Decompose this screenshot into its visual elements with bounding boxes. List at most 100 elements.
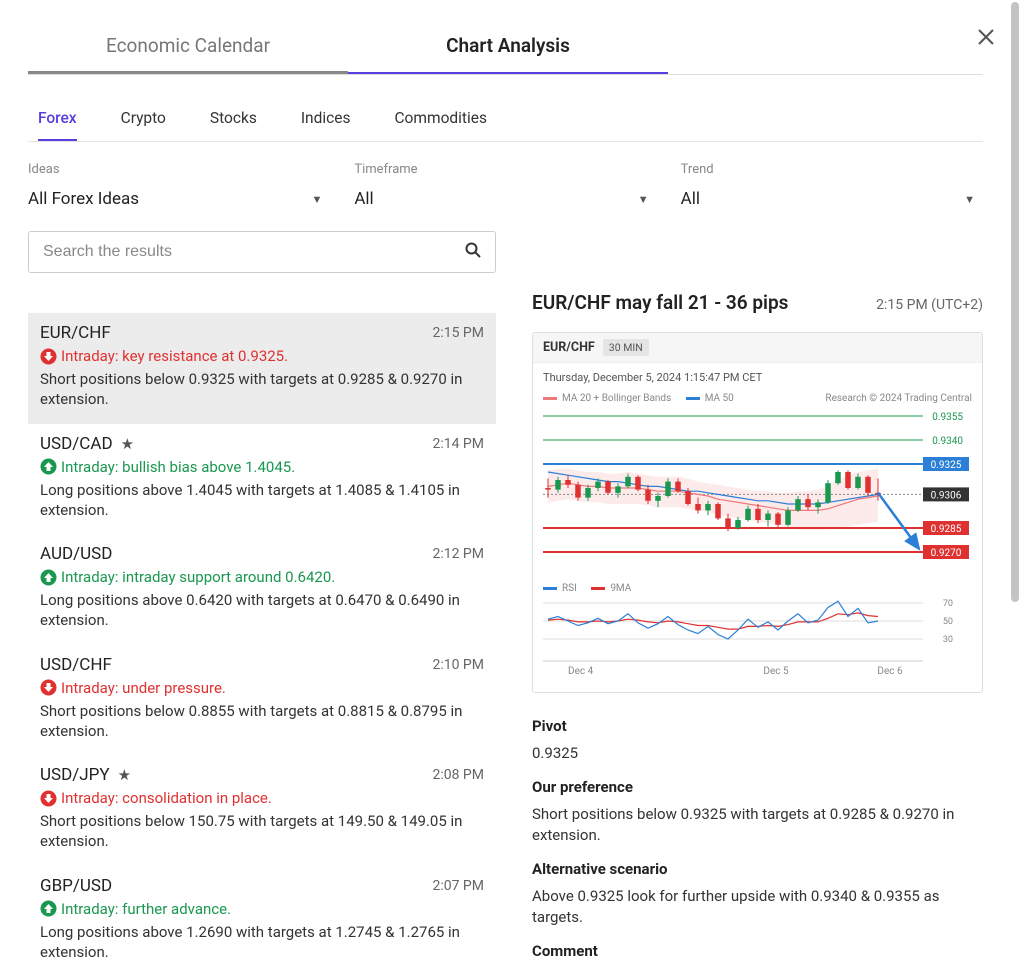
asset-tab-stocks[interactable]: Stocks [210,103,257,141]
legend-rsi: RSI [543,583,577,594]
filter-timeframe-label: Timeframe [354,162,656,177]
chart-datetime: Thursday, December 5, 2024 1:15:47 PM CE… [533,363,982,384]
idea-pair: EUR/CHF [40,323,111,343]
idea-time: 2:12 PM [432,546,484,562]
search-icon[interactable] [465,242,481,262]
legend-ma20: MA 20 + Bollinger Bands [543,393,671,404]
svg-text:70: 70 [943,599,953,609]
chart-research-credit: Research © 2024 Trading Central [825,393,972,404]
chart-timeframe-badge: 30 MIN [603,339,649,356]
asset-tab-forex[interactable]: Forex [38,103,77,141]
chart-svg: 0.9355 0.9340 0.9325 0.9306 0.9285 0.9270 [533,404,982,580]
filter-trend-select[interactable]: All ▼ [681,185,983,213]
filter-ideas-value: All Forex Ideas [28,189,139,209]
idea-item[interactable]: USD/CAD ★ 2:14 PM Intraday: bullish bias… [28,424,496,535]
svg-text:50: 50 [943,617,953,627]
idea-item[interactable]: EUR/CHF 2:15 PM Intraday: key resistance… [28,313,496,424]
star-icon[interactable]: ★ [118,766,131,784]
comment-heading: Comment [532,942,983,960]
detail-column: EUR/CHF may fall 21 - 36 pips 2:15 PM (U… [532,231,983,976]
idea-signal: Intraday: further advance. [40,900,484,918]
comment-section: Comment [532,942,983,960]
search-box[interactable] [28,231,496,273]
search-input[interactable] [43,243,465,261]
preference-heading: Our preference [532,778,983,796]
filter-timeframe-select[interactable]: All ▼ [354,185,656,213]
alternative-section: Alternative scenario Above 0.9325 look f… [532,860,983,928]
idea-item[interactable]: AUD/USD 2:12 PM Intraday: intraday suppo… [28,534,496,645]
svg-text:0.9306: 0.9306 [931,490,962,501]
idea-time: 2:08 PM [432,767,484,783]
idea-list: EUR/CHF 2:15 PM Intraday: key resistance… [28,313,496,976]
idea-pair: USD/CAD ★ [40,434,134,454]
arrow-down-icon [40,790,57,807]
svg-text:Dec 6: Dec 6 [877,666,903,677]
idea-pair: USD/CHF [40,655,112,675]
idea-signal: Intraday: under pressure. [40,679,484,697]
tab-chart-analysis[interactable]: Chart Analysis [348,24,668,74]
legend-nma: 9MA [591,583,631,594]
preference-section: Our preference Short positions below 0.9… [532,778,983,846]
arrow-up-icon [40,569,57,586]
filter-trend-value: All [681,189,700,209]
ideas-column: EUR/CHF 2:15 PM Intraday: key resistance… [28,231,496,976]
arrow-up-icon [40,900,57,917]
chart-panel: EUR/CHF 30 MIN Thursday, December 5, 202… [532,332,983,693]
filters-row: Ideas All Forex Ideas ▼ Timeframe All ▼ … [28,162,983,213]
asset-tabs: Forex Crypto Stocks Indices Commodities [28,103,983,142]
idea-description: Short positions below 0.8855 with target… [40,701,484,742]
idea-signal: Intraday: consolidation in place. [40,789,484,807]
chevron-down-icon: ▼ [311,193,322,206]
filter-ideas-select[interactable]: All Forex Ideas ▼ [28,185,330,213]
svg-text:0.9285: 0.9285 [931,524,962,535]
detail-time: 2:15 PM (UTC+2) [876,297,983,313]
alternative-heading: Alternative scenario [532,860,983,878]
arrow-down-icon [40,679,57,696]
idea-item[interactable]: USD/JPY ★ 2:08 PM Intraday: consolidatio… [28,755,496,866]
svg-text:0.9340: 0.9340 [932,436,963,447]
idea-pair: AUD/USD [40,544,112,564]
svg-text:0.9325: 0.9325 [931,460,962,471]
legend-ma50: MA 50 [686,393,734,404]
preference-text: Short positions below 0.9325 with target… [532,804,983,846]
asset-tab-crypto[interactable]: Crypto [121,103,166,141]
tab-economic-calendar[interactable]: Economic Calendar [28,24,348,74]
idea-description: Long positions above 0.6420 with targets… [40,590,484,631]
svg-text:0.9270: 0.9270 [931,548,962,559]
idea-time: 2:07 PM [432,878,484,894]
chart-header: EUR/CHF 30 MIN [533,333,982,363]
filter-trend: Trend All ▼ [681,162,983,213]
filter-ideas-label: Ideas [28,162,330,177]
idea-item[interactable]: USD/CHF 2:10 PM Intraday: under pressure… [28,645,496,756]
idea-description: Long positions above 1.2690 with targets… [40,922,484,963]
pivot-heading: Pivot [532,717,983,735]
close-button[interactable] [977,28,995,50]
svg-text:0.9355: 0.9355 [932,412,963,423]
star-icon[interactable]: ★ [121,435,134,453]
asset-tab-indices[interactable]: Indices [301,103,351,141]
idea-item[interactable]: GBP/USD 2:07 PM Intraday: further advanc… [28,866,496,976]
arrow-down-icon [40,348,57,365]
asset-tab-commodities[interactable]: Commodities [394,103,487,141]
filter-ideas: Ideas All Forex Ideas ▼ [28,162,330,213]
close-icon [977,28,995,46]
idea-time: 2:10 PM [432,657,484,673]
svg-text:Dec 5: Dec 5 [763,666,789,677]
filter-trend-label: Trend [681,162,983,177]
arrow-up-icon [40,458,57,475]
svg-text:Dec 4: Dec 4 [568,666,594,677]
pivot-value: 0.9325 [532,743,983,764]
idea-signal: Intraday: intraday support around 0.6420… [40,568,484,586]
scrollbar-thumb[interactable] [1011,2,1019,602]
rsi-svg: 305070 [533,594,982,660]
x-axis: Dec 4 Dec 5 Dec 6 [533,660,982,692]
chart-pair: EUR/CHF [543,340,595,355]
idea-time: 2:15 PM [432,325,484,341]
filter-timeframe-value: All [354,189,373,209]
detail-header: EUR/CHF may fall 21 - 36 pips 2:15 PM (U… [532,291,983,314]
chart-legend: MA 20 + Bollinger Bands MA 50 Research ©… [533,384,982,404]
idea-signal: Intraday: key resistance at 0.9325. [40,347,484,365]
detail-title: EUR/CHF may fall 21 - 36 pips [532,291,788,314]
idea-description: Short positions below 150.75 with target… [40,811,484,852]
idea-pair: GBP/USD [40,876,112,896]
